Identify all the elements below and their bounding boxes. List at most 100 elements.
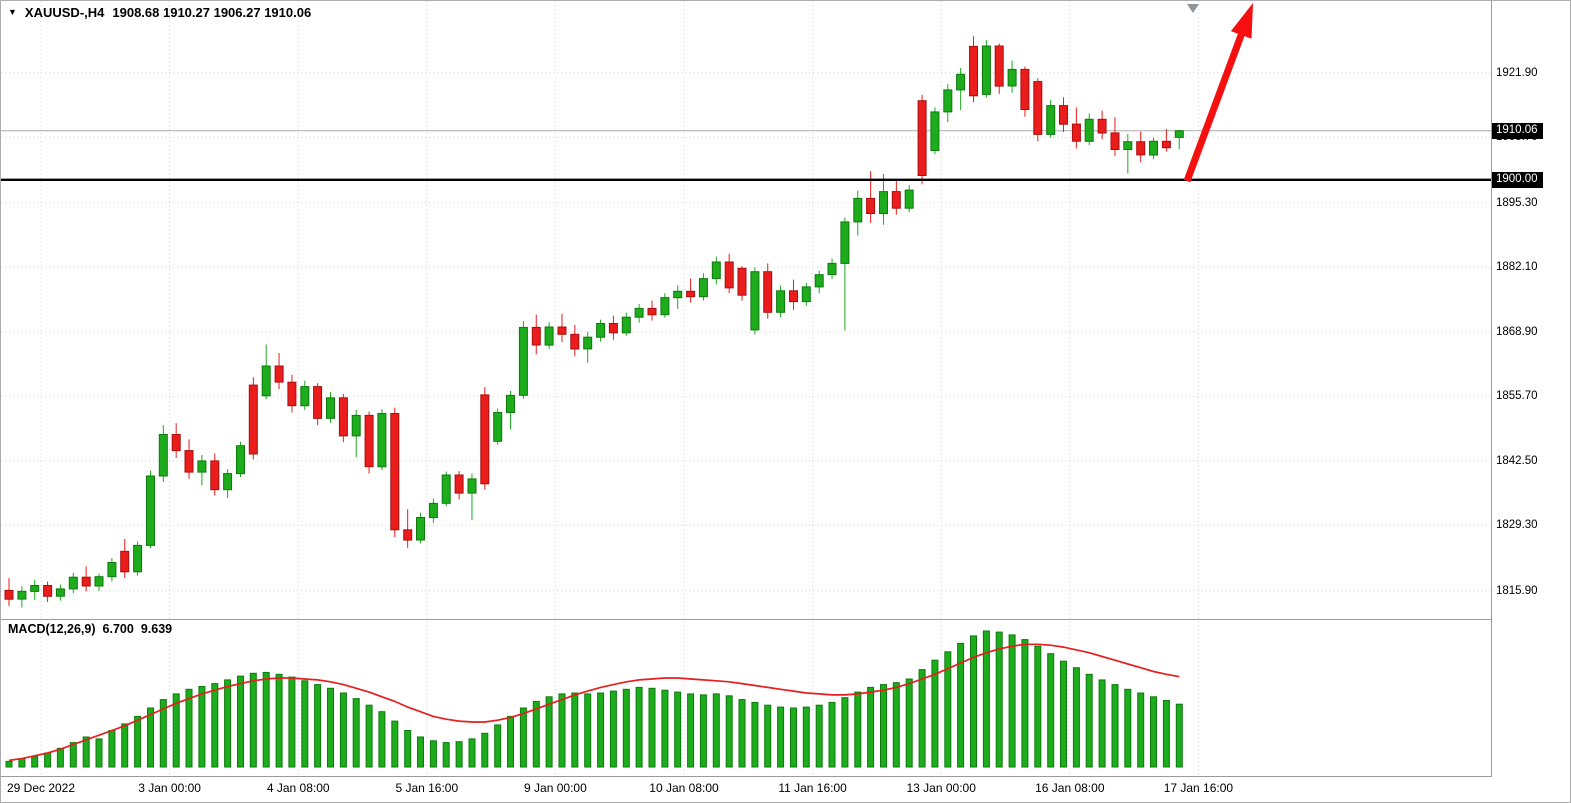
bear-candle [866, 197, 876, 214]
bear-candle [210, 460, 220, 491]
macd-histogram-bar [635, 686, 643, 768]
macd-histogram-bar [301, 680, 309, 768]
macd-histogram-bar [648, 687, 656, 768]
bear-candle [364, 414, 374, 468]
time-axis-label: 5 Jan 16:00 [395, 781, 459, 795]
bear-candle [1059, 105, 1068, 125]
bear-candle [184, 450, 194, 473]
macd-histogram-bar [970, 635, 977, 768]
macd-histogram-bar [1047, 653, 1055, 768]
bull-candle [956, 73, 966, 91]
bear-candle [1110, 132, 1120, 150]
bull-candle [30, 585, 40, 592]
macd-histogram-bar [198, 686, 206, 768]
time-axis-label: 29 Dec 2022 [6, 781, 76, 795]
bear-candle [891, 191, 901, 209]
bear-candle [454, 474, 464, 494]
macd-histogram-bar [584, 693, 592, 768]
bull-candle [750, 271, 760, 331]
bear-candle [480, 394, 490, 485]
bull-candle [776, 290, 786, 313]
macd-histogram-bar [1137, 692, 1145, 768]
bull-candle [1174, 130, 1184, 138]
price-axis-label: 1882.10 [1496, 261, 1538, 274]
bear-candle [248, 384, 258, 455]
macd-histogram-bar [725, 695, 733, 768]
time-axis-label: 17 Jan 16:00 [1163, 781, 1234, 795]
bull-candle [853, 197, 863, 223]
trend-arrow[interactable] [1183, 3, 1253, 183]
macd-histogram-bar [1111, 684, 1119, 768]
macd-histogram-bar [481, 732, 489, 768]
macd-histogram-bar [1162, 700, 1170, 768]
macd-histogram-bar [609, 690, 617, 768]
bull-candle [17, 590, 27, 600]
macd-histogram-bar [262, 671, 270, 768]
macd-histogram-bar [854, 691, 862, 768]
time-axis-label: 11 Jan 16:00 [778, 781, 847, 795]
macd-histogram-bar [365, 704, 373, 768]
macd-histogram-bar [1008, 634, 1016, 768]
price-axis-label: 1895.30 [1496, 196, 1538, 209]
bear-candle [724, 261, 734, 289]
macd-histogram-bar [597, 692, 605, 768]
macd-histogram-bar [545, 696, 553, 768]
time-axis-label: 9 Jan 00:00 [524, 781, 587, 795]
macd-histogram-bar [1021, 639, 1029, 768]
macd-histogram-bar [18, 758, 26, 768]
bull-candle [236, 445, 245, 475]
macd-name: MACD(12,26,9) [8, 622, 96, 636]
macd-histogram-bar [532, 700, 540, 768]
bull-candle [68, 576, 78, 590]
macd-histogram-bar [1060, 660, 1067, 768]
bear-candle [969, 45, 978, 97]
macd-histogram-bar [790, 707, 797, 768]
bear-candle [313, 386, 323, 419]
bear-candle [390, 413, 400, 531]
macd-histogram-bar [339, 692, 347, 768]
macd-histogram-bar [661, 689, 669, 768]
macd-histogram-bar [777, 706, 785, 768]
bull-candle [673, 290, 683, 299]
macd-histogram-bar [931, 659, 939, 768]
macd-histogram-bar [314, 684, 322, 768]
bull-candle [1084, 118, 1094, 142]
time-axis[interactable]: 29 Dec 2022 3 Jan 00:00 4 Jan 08:00 5 Jan 1… [1, 777, 1570, 802]
bull-candle [133, 544, 143, 573]
bull-candle [930, 111, 940, 151]
macd-histogram-bar [288, 676, 296, 768]
macd-histogram-bar [44, 752, 52, 768]
bull-candle [1046, 105, 1056, 135]
bull-candle [351, 414, 361, 437]
macd-histogram-bar [841, 697, 849, 768]
bull-candle [261, 365, 271, 397]
bull-candle [428, 502, 438, 519]
level-price-tag: 1900.00 [1492, 171, 1543, 188]
macd-histogram-bar [56, 747, 64, 768]
macd-histogram-bar [828, 701, 836, 768]
bear-candle [403, 529, 413, 541]
bull-candle [814, 274, 824, 288]
bear-candle [338, 397, 348, 437]
price-axis[interactable]: 1921.901908.701895.301882.101868.901855.… [1492, 1, 1570, 777]
macd-histogram-bar [237, 675, 244, 768]
macd-histogram-bar [249, 672, 257, 768]
bear-candle [81, 576, 91, 587]
bull-candle [518, 326, 528, 396]
price-axis-label: 1868.90 [1496, 325, 1538, 338]
bear-candle [686, 290, 696, 298]
bear-candle [287, 381, 297, 407]
bull-candle [583, 336, 593, 350]
macd-histogram-bar [147, 707, 154, 768]
bull-candle [943, 89, 953, 113]
bull-candle [879, 191, 888, 215]
macd-histogram-bar [1072, 667, 1080, 768]
bull-candle [300, 386, 310, 407]
bear-candle [120, 550, 130, 573]
macd-histogram-bar [751, 701, 759, 768]
bear-candle [171, 434, 181, 452]
bull-candle [801, 286, 811, 303]
bull-candle [1123, 141, 1133, 150]
current-price-tag: 1910.06 [1492, 122, 1543, 139]
